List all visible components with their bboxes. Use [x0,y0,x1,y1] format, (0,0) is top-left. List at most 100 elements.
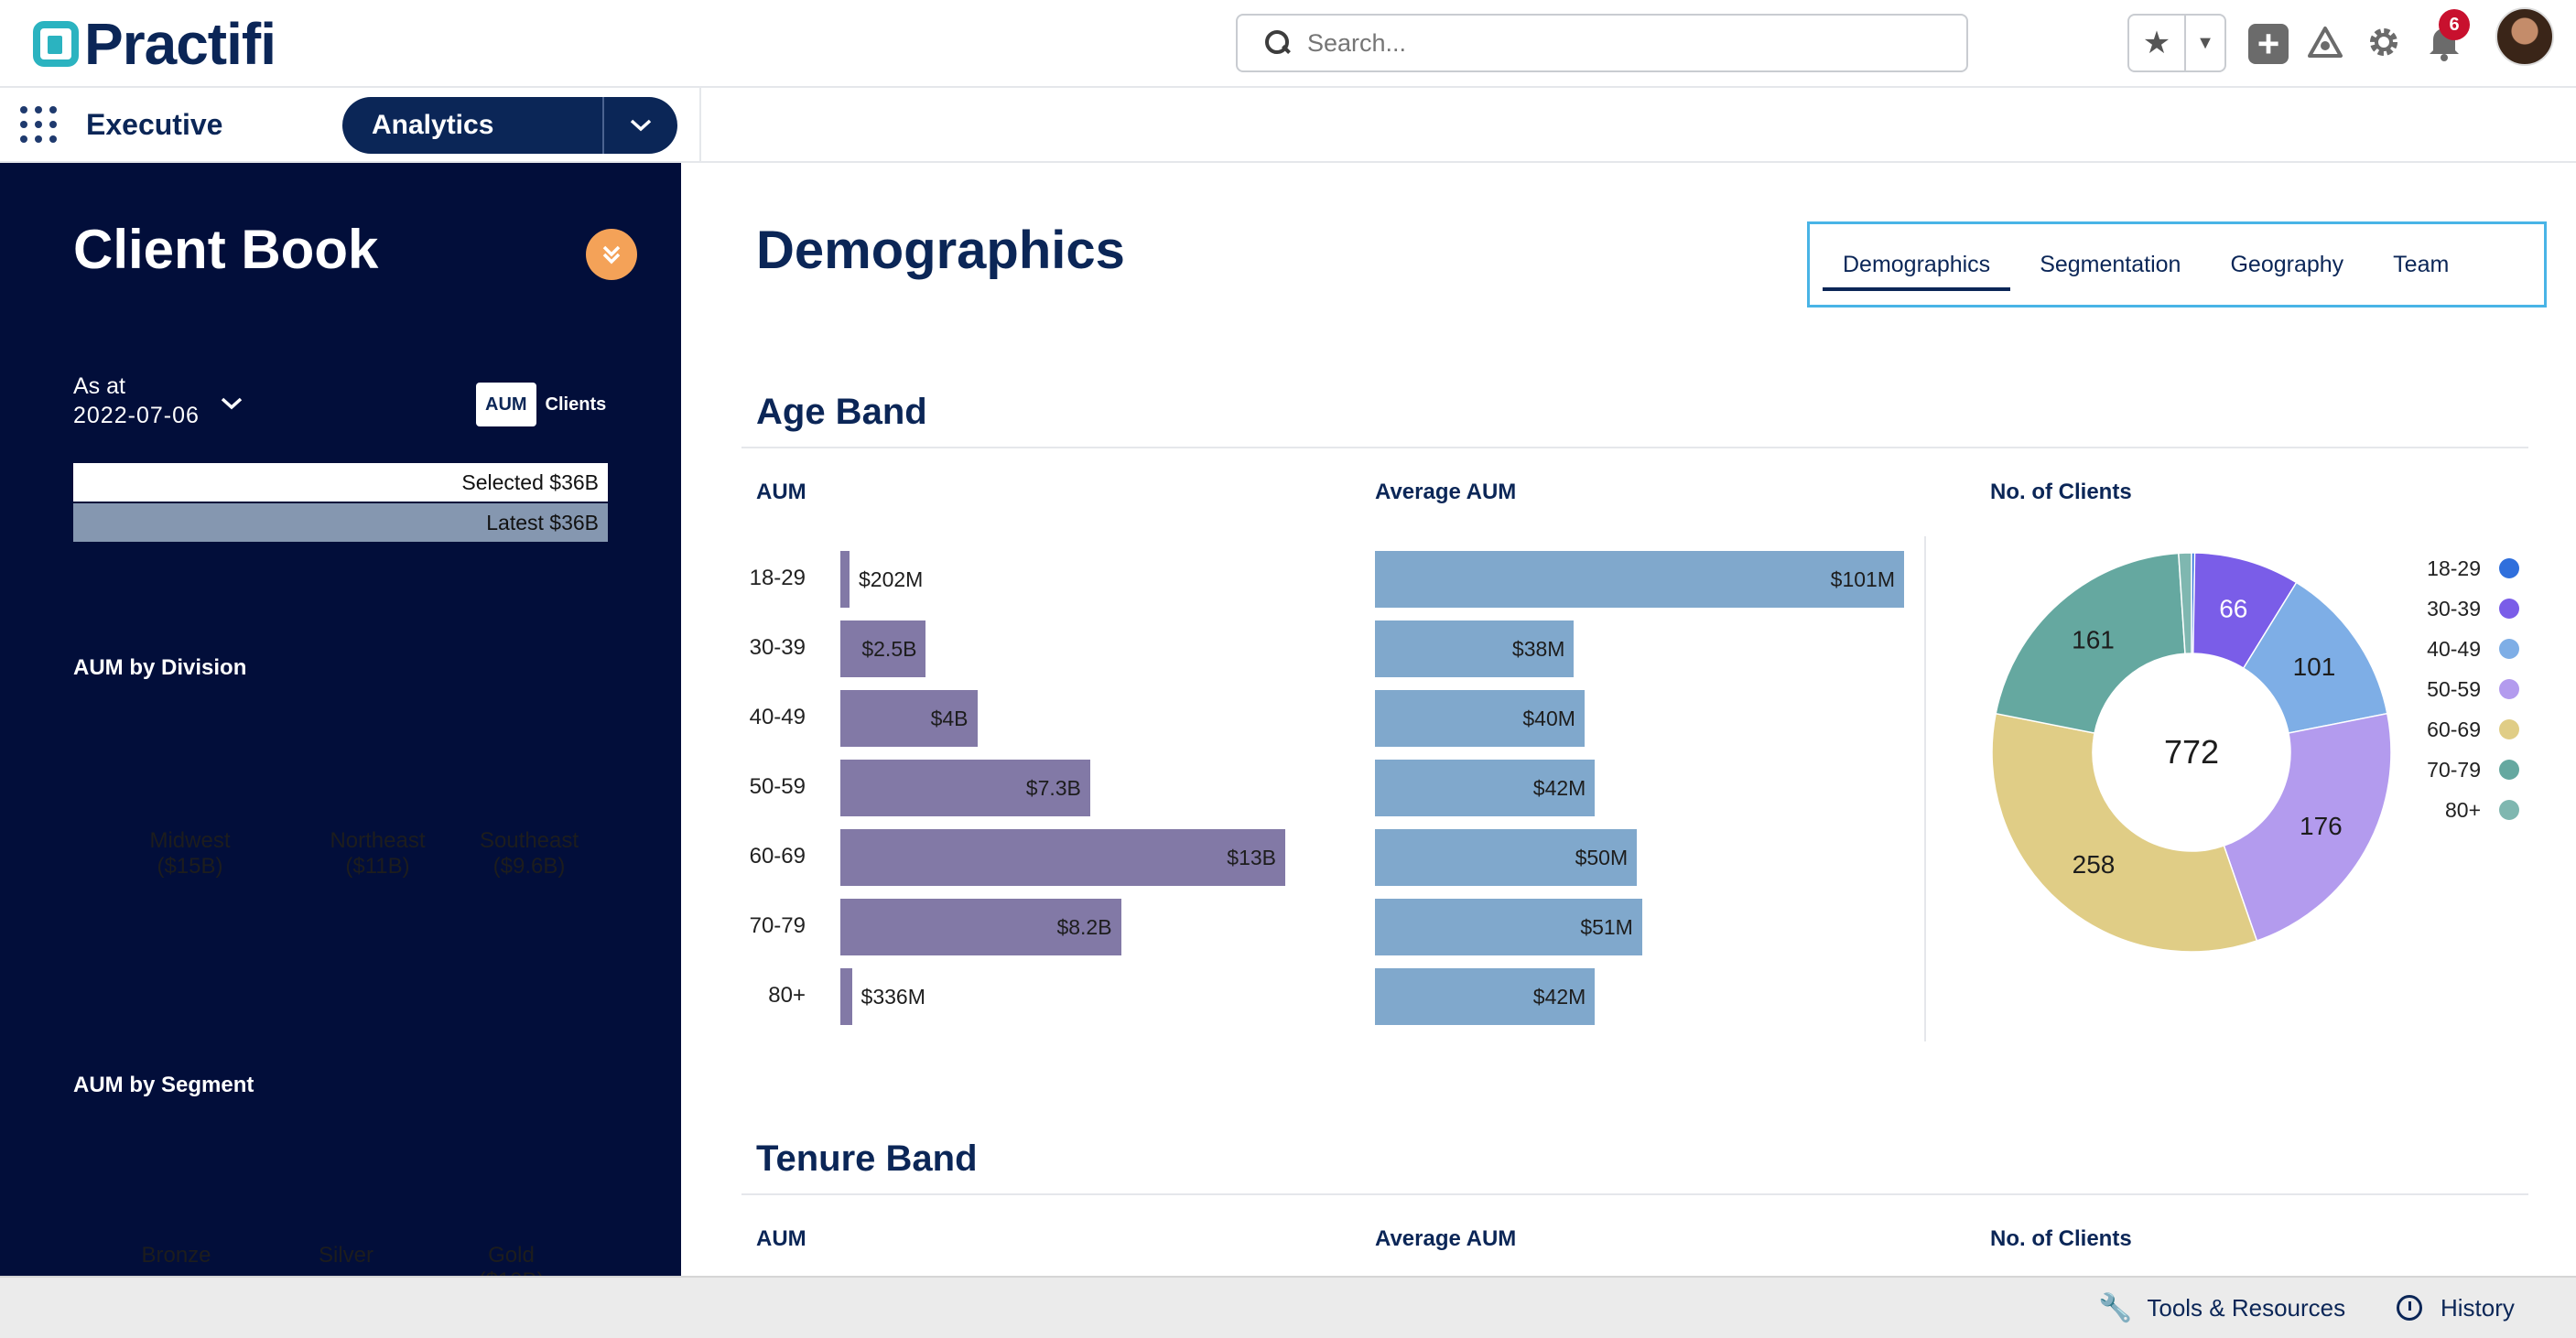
donut-slice-label: 161 [2072,625,2115,653]
donut-total-label: 772 [2164,733,2219,771]
legend-swatch [2499,679,2519,699]
legend-item-50-59[interactable]: 50-59 [2409,675,2519,703]
bar-value-label: $40M [1522,707,1575,730]
tab-team[interactable]: Team [2393,251,2450,277]
tools-resources-label: Tools & Resources [2147,1293,2346,1322]
bar-value-label: $13B [1227,846,1276,869]
toggle-aum[interactable]: AUM [476,383,536,426]
chart-divider [1924,536,1926,1041]
bar-value-label: $202M [859,567,924,591]
collapse-double-chevron-icon[interactable] [586,229,637,280]
bar-50-59[interactable] [840,760,1090,816]
legend-swatch [2499,800,2519,820]
bar-value-label: $38M [1511,637,1565,661]
tenure-band-title: Tenure Band [756,1138,978,1179]
tools-resources-button[interactable]: 🔧 Tools & Resources [2098,1278,2345,1338]
treemap-cell-bronze[interactable]: Bronze [84,1151,270,1276]
chevron-down-icon[interactable] [602,97,677,154]
app-launcher-icon[interactable] [20,106,57,143]
treemap-cell-gold[interactable]: Gold ($10B) [424,1151,599,1276]
legend-label: 30-39 [2427,596,2481,620]
legend-label: 18-29 [2427,556,2481,580]
donut-slice-80+[interactable] [2178,552,2192,655]
legend-item-60-69[interactable]: 60-69 [2409,716,2519,743]
favorites-dropdown-icon[interactable]: ▼ [2196,32,2214,53]
donut-slice-label: 101 [2293,653,2336,681]
legend-swatch [2499,558,2519,578]
bar-60-69[interactable] [1375,829,1638,886]
bar-60-69[interactable] [840,829,1285,886]
bar-30-39[interactable] [1375,620,1575,677]
treemap-cell-silver[interactable]: Silver [270,1151,424,1276]
bar-40-49[interactable] [840,690,978,747]
treemap-cell-name: Gold [488,1243,535,1268]
bar-category-label: 30-39 [749,635,806,660]
settings-gear-icon[interactable] [2362,20,2406,64]
practifi-logo[interactable]: Practifi [33,11,276,77]
app-name: Executive [86,108,223,141]
chevron-down-icon[interactable] [220,392,244,417]
donut-slice-50-59[interactable] [2223,712,2392,942]
user-avatar[interactable] [2495,7,2554,66]
treemap-cell-southeast[interactable]: Southeast ($9.6B) [460,734,599,974]
legend-item-40-49[interactable]: 40-49 [2409,635,2519,663]
donut-slice-60-69[interactable] [1991,712,2258,953]
bar-value-label: $101M [1830,567,1895,591]
trailhead-icon[interactable] [2303,20,2347,64]
global-actions-plus-icon[interactable]: + [2248,22,2289,65]
latest-aum-bar: Latest $36B [73,503,608,542]
bar-value-label: $50M [1575,846,1629,869]
favorites-group: ★ ▼ [2127,14,2226,72]
bar-18-29[interactable] [1375,551,1904,608]
legend-swatch [2499,760,2519,780]
nav-item-analytics[interactable]: Analytics [342,97,677,154]
bar-50-59[interactable] [1375,760,1596,816]
client-book-sidebar: Client Book As at 2022-07-06 AUM Clients… [0,163,681,1276]
bar-value-label: $51M [1580,915,1633,939]
tab-demographics[interactable]: Demographics [1823,238,2011,291]
notification-count-badge: 6 [2439,9,2470,40]
bar-category-label: 60-69 [749,844,806,869]
donut-slice-label: 258 [2073,850,2116,879]
legend-item-18-29[interactable]: 18-29 [2409,555,2519,582]
bar-value-label: $42M [1532,985,1586,1009]
global-search[interactable] [1236,14,1968,72]
star-icon[interactable]: ★ [2129,16,2186,70]
legend-swatch [2499,599,2519,619]
as-at-label: As at [73,373,125,399]
bar-18-29[interactable] [840,551,850,608]
section-divider [741,447,2528,448]
bar-40-49[interactable] [1375,690,1585,747]
toggle-clients[interactable]: Clients [545,394,607,415]
as-at-date[interactable]: 2022-07-06 [73,403,200,428]
demographics-tabs: Demographics Segmentation Geography Team [1807,221,2547,308]
legend-item-30-39[interactable]: 30-39 [2409,595,2519,622]
legend-label: 40-49 [2427,636,2481,661]
clients-donut-chart: 66 101 176 258 161 772 [1991,552,2392,953]
bar-30-39[interactable] [840,620,926,677]
search-input[interactable] [1307,28,1948,58]
bar-value-label: $8.2B [1056,915,1112,939]
average-aum-column-label: Average AUM [1375,480,1517,504]
treemap-cell-northeast[interactable]: Northeast ($11B) [298,734,460,974]
logo-text: Practifi [84,11,276,77]
bar-70-79[interactable] [840,899,1121,955]
clock-icon [2397,1295,2422,1321]
bar-70-79[interactable] [1375,899,1642,955]
donut-slice-70-79[interactable] [1995,552,2186,734]
aum-clients-toggle: AUM Clients [476,383,615,426]
legend-item-70-79[interactable]: 70-79 [2409,756,2519,783]
wrench-icon: 🔧 [2098,1292,2133,1323]
bar-80+[interactable] [1375,968,1596,1025]
bar-80+[interactable] [840,968,852,1025]
tab-segmentation[interactable]: Segmentation [2040,251,2181,277]
sidebar-title: Client Book [73,219,379,280]
nav-item-label: Analytics [372,110,494,140]
legend-item-80+[interactable]: 80+ [2409,796,2519,824]
tab-geography[interactable]: Geography [2230,251,2344,277]
treemap-cell-midwest[interactable]: Midwest ($15B) [84,734,298,974]
logo-mark-icon [33,21,79,67]
history-button[interactable]: History [2397,1278,2515,1338]
aum-by-division-treemap: Midwest ($15B) Northeast ($11B) Southeas… [84,734,599,974]
treemap-cell-value: ($9.6B) [492,854,566,879]
